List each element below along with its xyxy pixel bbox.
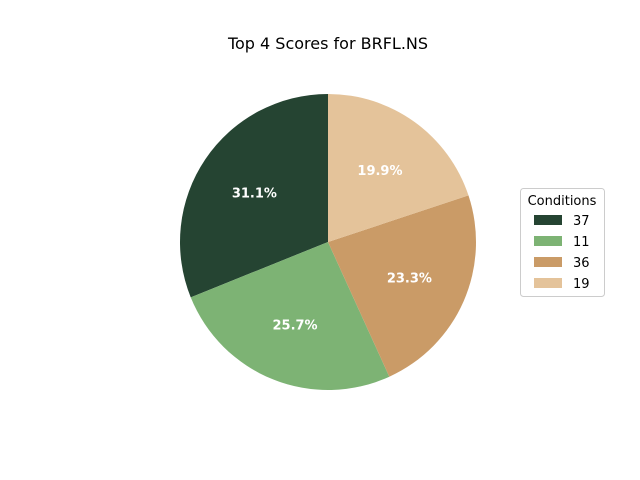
pie-slice-11: [190, 242, 390, 390]
legend-swatch-11: [534, 236, 562, 246]
slice-percent-label-19: 19.9%: [357, 164, 402, 179]
legend: Conditions 37 11 36 19: [520, 188, 605, 297]
slice-percent-label-36: 23.3%: [387, 272, 432, 287]
slice-percent-label-37: 31.1%: [232, 186, 277, 201]
pie-slice-37: [180, 94, 328, 298]
pie-percent-labels: 31.1% 25.7% 23.3% 19.9%: [232, 164, 432, 333]
legend-label-19: 19: [573, 277, 590, 292]
legend-label-11: 11: [573, 235, 590, 250]
legend-swatch-37: [534, 215, 562, 225]
chart-title: Top 4 Scores for BRFL.NS: [227, 34, 428, 53]
legend-swatch-36: [534, 257, 562, 267]
slice-percent-label-11: 25.7%: [272, 318, 317, 333]
legend-items: 37 11 36 19: [534, 214, 590, 292]
legend-swatch-19: [534, 278, 562, 288]
legend-title: Conditions: [528, 194, 597, 209]
legend-label-37: 37: [573, 214, 590, 229]
pie-slice-36: [328, 195, 476, 377]
legend-label-36: 36: [573, 256, 590, 271]
pie-slice-19: [328, 94, 469, 242]
pie-slices: [180, 94, 476, 390]
